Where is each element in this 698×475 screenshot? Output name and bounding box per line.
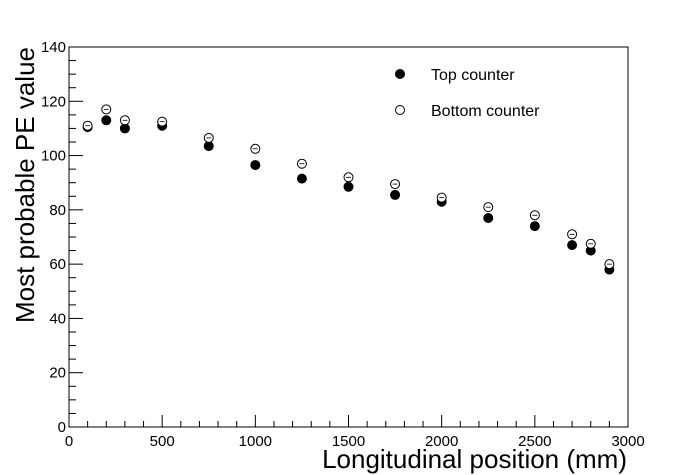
top-counter-point [567,240,578,251]
x-tick-label: 500 [150,433,175,450]
y-axis-title: Most probable PE value [10,47,40,323]
top-counter-point [296,173,307,184]
y-tick-label: 120 [41,93,66,110]
bottom-counter-point [250,143,261,154]
y-tick-label: 60 [49,256,66,273]
legend-label: Top counter [431,67,515,84]
y-tick-label: 20 [49,365,66,382]
legend-label: Bottom counter [431,103,540,120]
y-axis-ticks: 0 20 40 60 80 100 120 140 [41,39,83,436]
top-counter-point [343,181,354,192]
plot-frame [68,46,629,428]
y-tick-label: 0 [58,419,66,436]
bottom-counter-point [567,229,578,240]
x-axis-ticks: 0 500 1000 1500 2000 2500 3000 [65,415,645,450]
bottom-counter-point [157,116,168,127]
bottom-counter-point [483,202,494,213]
series-bottom-counter [82,104,615,270]
x-tick-label: 1000 [239,433,272,450]
bottom-counter-point [343,172,354,183]
bottom-counter-point [101,104,112,115]
bottom-counter-point [119,115,130,126]
bottom-counter-point [390,179,401,190]
bottom-counter-point [203,132,214,143]
bottom-counter-point [296,158,307,169]
x-tick-label: 1500 [332,433,365,450]
legend-marker-bottom-counter [395,105,405,115]
top-counter-point [250,160,261,171]
x-tick-label: 2500 [518,433,551,450]
bottom-counter-point [529,210,540,221]
bottom-counter-point [585,238,596,249]
y-tick-label: 80 [49,202,66,219]
bottom-counter-point [436,192,447,203]
y-tick-label: 140 [41,39,66,56]
y-tick-label: 100 [41,148,66,165]
x-tick-label: 3000 [611,433,644,450]
top-counter-point [390,189,401,200]
x-tick-label: 2000 [425,433,458,450]
bottom-counter-point [82,120,93,131]
y-tick-label: 40 [49,310,66,327]
data-points [82,104,615,275]
legend-marker-top-counter [395,69,405,79]
x-axis-title: Longitudinal position (mm) [322,444,627,474]
series-top-counter [82,115,615,275]
legend: Top counter Bottom counter [395,67,540,120]
bottom-counter-point [604,259,615,270]
top-counter-point [483,213,494,223]
top-counter-point [529,221,540,232]
top-counter-point [101,115,112,126]
x-tick-label: 0 [65,433,73,450]
